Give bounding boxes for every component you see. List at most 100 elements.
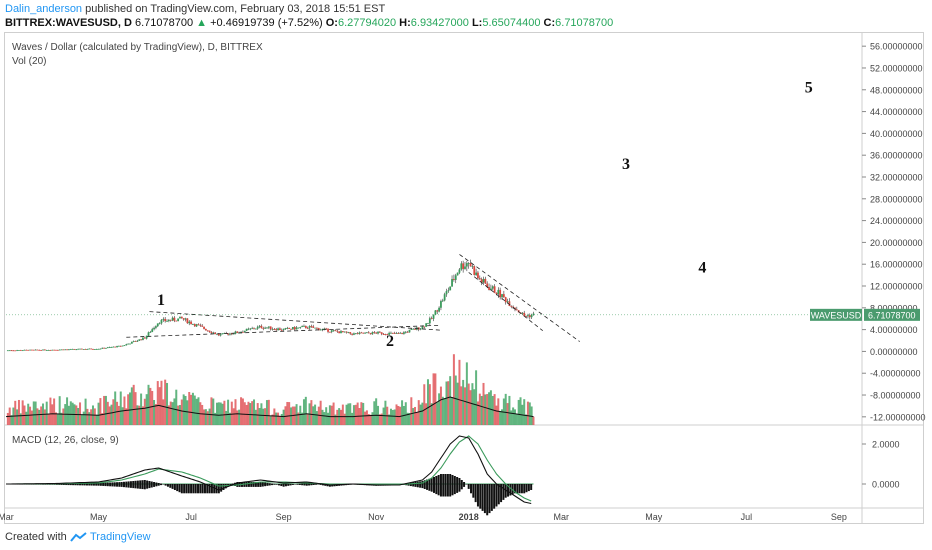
price-tag: WAVESUSD 6.71078700 bbox=[6, 308, 920, 321]
macd-histogram-bar bbox=[192, 484, 195, 494]
volume-bar bbox=[364, 411, 367, 425]
macd-histogram-bar bbox=[321, 484, 324, 486]
volume-bars bbox=[5, 354, 535, 425]
candle-body bbox=[232, 333, 235, 335]
candle-body bbox=[482, 278, 485, 283]
volume-bar bbox=[265, 400, 268, 425]
macd-histogram-bar bbox=[296, 483, 299, 485]
volume-bar bbox=[206, 411, 209, 425]
candle-body bbox=[142, 337, 144, 340]
volume-bar bbox=[275, 412, 278, 425]
volume-bar bbox=[16, 409, 19, 425]
macd-histogram-bar bbox=[134, 480, 137, 489]
volume-bar bbox=[271, 414, 274, 425]
volume-bar bbox=[227, 399, 230, 425]
chart-frame bbox=[4, 32, 924, 524]
candle-body bbox=[97, 348, 100, 350]
candle-body bbox=[217, 333, 220, 336]
macd-histogram-bar bbox=[55, 483, 58, 485]
volume-bar bbox=[66, 397, 69, 425]
macd-histogram-bar bbox=[220, 484, 223, 492]
volume-bar bbox=[262, 408, 265, 425]
volume-bar bbox=[221, 403, 224, 425]
volume-bar bbox=[445, 381, 448, 425]
candle-body bbox=[34, 349, 37, 351]
candle-body bbox=[171, 317, 174, 321]
volume-bar bbox=[171, 402, 174, 425]
candle-body bbox=[188, 321, 191, 324]
candle-body bbox=[380, 332, 383, 335]
macd-histogram-bar bbox=[472, 484, 475, 498]
author-link[interactable]: Dalin_anderson bbox=[5, 3, 83, 15]
candle-body bbox=[132, 341, 135, 342]
candle-body bbox=[221, 333, 224, 335]
macd-histogram-bar bbox=[470, 484, 473, 494]
volume-bar bbox=[114, 391, 117, 425]
candle-body bbox=[378, 331, 381, 333]
volume-bar bbox=[151, 390, 154, 425]
macd-histogram-bar bbox=[460, 480, 463, 490]
volume-bar bbox=[130, 387, 133, 425]
candle-body bbox=[490, 288, 492, 290]
candle-body bbox=[410, 329, 413, 330]
candle-body bbox=[316, 327, 318, 329]
volume-bar bbox=[432, 373, 435, 425]
volume-bar bbox=[162, 399, 165, 425]
candle-body bbox=[14, 350, 17, 352]
candle-body bbox=[138, 339, 141, 341]
wave-label-1: 1 bbox=[157, 292, 165, 309]
candle-body bbox=[291, 326, 294, 330]
volume-bar bbox=[156, 381, 159, 425]
volume-bar bbox=[315, 411, 318, 425]
volume-bar bbox=[240, 397, 243, 425]
candle-body bbox=[212, 332, 215, 334]
volume-bar bbox=[480, 396, 483, 425]
candle-body bbox=[506, 301, 509, 303]
candle-body bbox=[21, 350, 24, 352]
volume-bar bbox=[258, 408, 261, 425]
candle-body bbox=[399, 332, 402, 334]
candle-body bbox=[258, 325, 261, 327]
macd-histogram-bar bbox=[507, 484, 510, 497]
candle-body bbox=[349, 332, 352, 334]
close-label: C: bbox=[543, 17, 556, 29]
trend-line bbox=[459, 254, 580, 342]
candle-body bbox=[288, 327, 291, 329]
macd-histogram-bar bbox=[203, 484, 206, 494]
volume-bar bbox=[273, 408, 276, 425]
macd-histogram-bar bbox=[79, 483, 82, 486]
candle-body bbox=[106, 347, 109, 349]
volume-bar bbox=[56, 414, 59, 425]
candle-body bbox=[86, 349, 89, 350]
candle-body bbox=[454, 275, 457, 280]
volume-bar bbox=[104, 395, 107, 425]
publish-info: published on TradingView.com, February 0… bbox=[85, 3, 386, 15]
candle-body bbox=[269, 326, 272, 330]
tradingview-link[interactable]: TradingView bbox=[90, 531, 151, 543]
time-axis: Mar May Jul Sep Nov 2018 Mar May Jul Sep bbox=[0, 512, 847, 522]
macd-histogram-bar bbox=[104, 482, 107, 487]
ticker-last: 6.71078700 bbox=[134, 17, 194, 29]
volume-bar bbox=[184, 395, 187, 425]
candle-body bbox=[227, 333, 229, 335]
macd-histogram-bar bbox=[430, 478, 433, 492]
candle-body bbox=[356, 333, 359, 335]
volume-bar bbox=[447, 381, 450, 425]
volume-bar bbox=[356, 402, 359, 425]
volume-bar bbox=[389, 408, 392, 425]
macd-histogram-bar bbox=[213, 484, 216, 494]
macd-histogram-bar bbox=[476, 484, 479, 507]
candle-body bbox=[149, 331, 152, 333]
candle-body bbox=[267, 326, 270, 328]
candle-body bbox=[469, 263, 472, 267]
volume-bar bbox=[17, 399, 20, 425]
macd-histogram-bar bbox=[421, 481, 424, 489]
macd-histogram-bar bbox=[527, 484, 530, 492]
volume-bar bbox=[506, 403, 509, 425]
volume-bar bbox=[234, 399, 237, 425]
volume-bar bbox=[225, 410, 228, 425]
y-tick-label: 8.00000000 bbox=[870, 303, 918, 313]
candle-body bbox=[90, 348, 93, 350]
volume-bar bbox=[141, 406, 144, 425]
